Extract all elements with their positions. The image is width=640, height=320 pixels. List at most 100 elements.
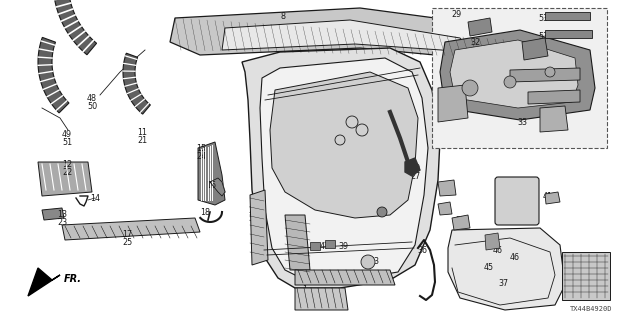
Polygon shape xyxy=(285,215,310,270)
Text: 17: 17 xyxy=(122,229,132,238)
Polygon shape xyxy=(545,30,592,38)
Text: 41: 41 xyxy=(543,191,553,201)
Bar xyxy=(562,252,610,300)
Text: 49: 49 xyxy=(62,130,72,139)
Polygon shape xyxy=(528,90,580,104)
Polygon shape xyxy=(438,180,456,196)
Text: 46: 46 xyxy=(510,253,520,262)
Polygon shape xyxy=(438,85,468,122)
Polygon shape xyxy=(295,288,348,310)
Text: 13: 13 xyxy=(57,210,67,219)
Text: 12: 12 xyxy=(62,159,72,169)
Text: 4: 4 xyxy=(302,293,307,302)
Polygon shape xyxy=(440,30,595,120)
Circle shape xyxy=(545,67,555,77)
Text: 44: 44 xyxy=(340,116,350,124)
Text: 14: 14 xyxy=(90,194,100,203)
Polygon shape xyxy=(510,68,580,82)
Text: 11: 11 xyxy=(137,127,147,137)
Text: 16: 16 xyxy=(206,180,216,189)
FancyBboxPatch shape xyxy=(495,177,539,225)
Text: 33: 33 xyxy=(517,117,527,126)
Polygon shape xyxy=(28,268,60,296)
Text: 1: 1 xyxy=(302,285,307,294)
Text: 26: 26 xyxy=(395,140,405,148)
Text: 21: 21 xyxy=(137,135,147,145)
Polygon shape xyxy=(222,20,470,52)
Circle shape xyxy=(335,135,345,145)
Circle shape xyxy=(504,76,516,88)
Bar xyxy=(432,8,607,148)
Polygon shape xyxy=(38,37,69,113)
Polygon shape xyxy=(270,72,418,218)
Polygon shape xyxy=(62,218,200,240)
Text: 32: 32 xyxy=(470,37,480,46)
Text: 47: 47 xyxy=(320,242,330,251)
Text: 31: 31 xyxy=(512,74,522,83)
Polygon shape xyxy=(295,270,395,285)
Circle shape xyxy=(356,124,368,136)
Polygon shape xyxy=(468,18,492,36)
Text: 34: 34 xyxy=(524,52,534,60)
Text: 24: 24 xyxy=(196,151,206,161)
Polygon shape xyxy=(522,38,548,60)
Text: 43: 43 xyxy=(370,258,380,267)
Text: 36: 36 xyxy=(417,245,427,254)
Text: 30: 30 xyxy=(444,93,454,102)
Text: 40: 40 xyxy=(570,253,580,262)
Polygon shape xyxy=(242,48,440,288)
Text: 48: 48 xyxy=(87,93,97,102)
Text: 53: 53 xyxy=(538,31,548,41)
Polygon shape xyxy=(448,228,565,310)
Circle shape xyxy=(361,255,375,269)
Polygon shape xyxy=(198,142,225,205)
Polygon shape xyxy=(452,215,470,230)
Circle shape xyxy=(377,207,387,217)
Text: 45: 45 xyxy=(484,263,494,273)
Text: 53: 53 xyxy=(538,13,548,22)
Polygon shape xyxy=(42,208,64,220)
Text: 20: 20 xyxy=(410,164,420,172)
Text: 9: 9 xyxy=(358,124,363,132)
Text: 6: 6 xyxy=(355,189,360,198)
Text: 38: 38 xyxy=(445,183,455,193)
Polygon shape xyxy=(450,40,578,108)
Text: 42: 42 xyxy=(441,204,451,212)
Text: 18: 18 xyxy=(200,207,210,217)
Text: TX44B4920D: TX44B4920D xyxy=(570,306,612,312)
Text: 3: 3 xyxy=(355,181,360,190)
Polygon shape xyxy=(38,162,92,196)
Text: 50: 50 xyxy=(87,101,97,110)
Polygon shape xyxy=(405,158,420,176)
Polygon shape xyxy=(545,192,560,204)
Text: 7: 7 xyxy=(487,236,492,244)
Text: 46: 46 xyxy=(493,245,503,254)
Text: 39: 39 xyxy=(338,242,348,251)
Polygon shape xyxy=(438,202,452,215)
Text: 23: 23 xyxy=(57,218,67,227)
Circle shape xyxy=(346,116,358,128)
Polygon shape xyxy=(260,58,428,280)
Text: 8: 8 xyxy=(280,12,285,20)
Polygon shape xyxy=(545,12,590,20)
Text: 10: 10 xyxy=(358,132,368,140)
Text: FR.: FR. xyxy=(64,274,82,284)
Text: 28: 28 xyxy=(506,189,516,198)
Text: 29: 29 xyxy=(451,10,461,19)
Text: 31: 31 xyxy=(530,95,540,105)
Polygon shape xyxy=(53,0,97,55)
Text: 2: 2 xyxy=(248,205,253,214)
Text: 35: 35 xyxy=(455,215,465,225)
Polygon shape xyxy=(310,242,320,250)
Text: 19: 19 xyxy=(395,132,405,140)
Text: 5: 5 xyxy=(248,213,253,222)
Polygon shape xyxy=(210,178,225,196)
Text: 44: 44 xyxy=(340,133,350,142)
Polygon shape xyxy=(250,190,268,265)
Polygon shape xyxy=(540,106,568,132)
Text: 37: 37 xyxy=(498,278,508,287)
Polygon shape xyxy=(325,240,335,248)
Text: 27: 27 xyxy=(410,172,420,180)
Text: 15: 15 xyxy=(196,143,206,153)
Text: 52: 52 xyxy=(383,205,393,214)
